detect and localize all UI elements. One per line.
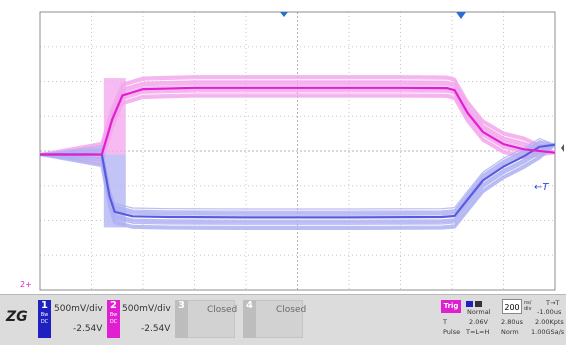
- status-bar: ZG 1 Bw DC 500mV/div -2.54V 2 Bw DC 500m…: [0, 294, 566, 345]
- timebase-value[interactable]: 200: [502, 299, 522, 314]
- trigger-mode: Normal: [467, 308, 491, 316]
- edge-persistence: [103, 78, 126, 155]
- trigger-delay-marker[interactable]: [456, 12, 466, 19]
- trigger-level-marker[interactable]: ←T: [534, 182, 549, 193]
- trigger-edge-icon: [475, 301, 482, 307]
- waveform-plot: ←T 2+: [20, 11, 564, 291]
- ch1-offset: -2.54V: [73, 324, 103, 334]
- ground-marker[interactable]: 2+: [20, 280, 32, 289]
- ch2-offset: -2.54V: [141, 324, 171, 334]
- trigger-level: 2.06V: [469, 318, 488, 326]
- delay-value: -1.00us: [537, 308, 562, 316]
- ch4-number: 4: [246, 300, 253, 311]
- delay-label: T→T: [546, 299, 560, 307]
- timebase-unit: ns/ div: [524, 300, 532, 312]
- ch1-persistence-band: [39, 137, 556, 230]
- ch1-coupling: Bw DC: [40, 312, 49, 325]
- ch2-persistence-band: [39, 75, 556, 165]
- right-edge-marker: [561, 144, 564, 152]
- acquire-mode: Norm: [501, 328, 519, 336]
- trigger-time-label: T: [443, 318, 447, 326]
- memory-depth: 2.00Kpts: [535, 318, 564, 326]
- ch2-badge[interactable]: 2 Bw DC: [107, 300, 120, 338]
- ch2-number: 2: [110, 300, 117, 311]
- ch1-number: 1: [41, 300, 48, 311]
- ch3-badge[interactable]: 3: [175, 300, 188, 338]
- trigger-type-value: T=L=H: [466, 328, 490, 336]
- trigger-button[interactable]: Trig: [441, 300, 461, 313]
- ch2-trace: [40, 86, 556, 156]
- ch1-scale: 500mV/div: [54, 304, 103, 314]
- ch2-scale: 500mV/div: [122, 304, 171, 314]
- brand-logo: ZG: [6, 309, 28, 325]
- traces: [40, 86, 556, 219]
- ch4-state: Closed: [276, 305, 307, 315]
- ch3-state: Closed: [207, 305, 238, 315]
- ch3-number: 3: [178, 300, 185, 311]
- ch1-badge[interactable]: 1 Bw DC: [38, 300, 51, 338]
- sample-rate: 1.00GSa/s: [531, 328, 565, 336]
- trigger-position-marker[interactable]: [280, 12, 288, 17]
- ch2-coupling: Bw DC: [109, 312, 118, 325]
- grid: [40, 12, 555, 290]
- trigger-time-value: 2.80us: [501, 318, 523, 326]
- plot-frame: [39, 11, 556, 291]
- trigger-source-icon: [466, 301, 473, 307]
- ch4-badge[interactable]: 4: [243, 300, 256, 338]
- trigger-type: Pulse: [443, 328, 461, 336]
- ch1-trace: [40, 143, 556, 219]
- edge-persistence: [103, 154, 126, 228]
